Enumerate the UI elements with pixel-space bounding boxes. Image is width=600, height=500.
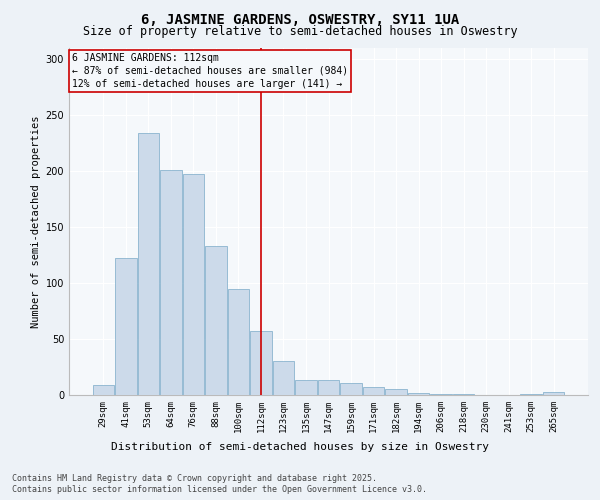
Bar: [295, 380, 317, 395]
Text: 6, JASMINE GARDENS, OSWESTRY, SY11 1UA: 6, JASMINE GARDENS, OSWESTRY, SY11 1UA: [141, 12, 459, 26]
Bar: [453, 394, 475, 395]
Text: 6 JASMINE GARDENS: 112sqm
← 87% of semi-detached houses are smaller (984)
12% of: 6 JASMINE GARDENS: 112sqm ← 87% of semi-…: [71, 52, 348, 89]
Bar: [340, 382, 362, 395]
Bar: [228, 288, 249, 395]
Bar: [160, 170, 182, 395]
Bar: [363, 387, 384, 395]
Text: Contains public sector information licensed under the Open Government Licence v3: Contains public sector information licen…: [12, 485, 427, 494]
Bar: [385, 390, 407, 395]
Bar: [92, 385, 114, 395]
Bar: [250, 331, 272, 395]
Text: Contains HM Land Registry data © Crown copyright and database right 2025.: Contains HM Land Registry data © Crown c…: [12, 474, 377, 483]
Bar: [273, 362, 294, 395]
Bar: [543, 392, 565, 395]
Bar: [520, 394, 542, 395]
Bar: [115, 258, 137, 395]
Bar: [182, 174, 204, 395]
Bar: [205, 246, 227, 395]
Text: Distribution of semi-detached houses by size in Oswestry: Distribution of semi-detached houses by …: [111, 442, 489, 452]
Bar: [408, 393, 429, 395]
Text: Size of property relative to semi-detached houses in Oswestry: Size of property relative to semi-detach…: [83, 25, 517, 38]
Bar: [318, 380, 339, 395]
Bar: [430, 394, 452, 395]
Y-axis label: Number of semi-detached properties: Number of semi-detached properties: [31, 115, 41, 328]
Bar: [137, 132, 159, 395]
